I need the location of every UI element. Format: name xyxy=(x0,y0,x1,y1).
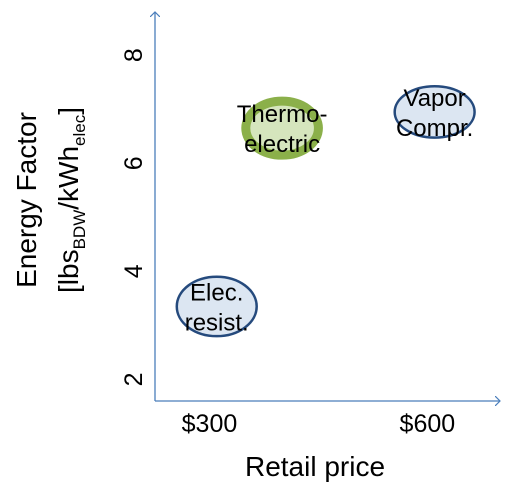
y-axis-unit: [lbsBDW/kWhelec] xyxy=(53,107,89,293)
data-point-label: resist. xyxy=(185,309,249,336)
data-point-label: Elec. xyxy=(190,279,243,306)
data-point: Vapor Compr. xyxy=(393,85,476,142)
data-point-label: Compr. xyxy=(396,115,473,142)
data-point: Thermo-electric xyxy=(237,96,328,160)
y-tick-label: 2 xyxy=(120,372,148,386)
data-points: Thermo-electric Vapor Compr. Elec. resist. xyxy=(175,85,476,338)
data-point-ellipse xyxy=(393,85,476,139)
x-axis-title: Retail price xyxy=(245,451,385,482)
x-tick-labels: $300 $600 xyxy=(182,410,456,438)
y-tick-label: 8 xyxy=(120,48,148,62)
y-tick-labels: 2 4 6 8 xyxy=(120,48,148,386)
data-point-label: Vapor xyxy=(403,85,465,112)
y-tick-label: 4 xyxy=(120,264,148,278)
x-tick-label: $300 xyxy=(182,410,238,438)
data-point: Elec. resist. xyxy=(175,275,258,338)
x-tick-label: $600 xyxy=(400,410,456,438)
data-point-label: Thermo- xyxy=(237,101,328,128)
data-point-label: electric xyxy=(244,131,320,158)
y-unit-open: [lbs xyxy=(53,249,84,293)
y-unit-sub2: elec xyxy=(70,114,89,146)
y-unit-sub1: BDW xyxy=(70,210,89,250)
y-axis-title: Energy Factor xyxy=(11,112,42,288)
data-point-ellipse xyxy=(175,275,258,338)
y-tick-label: 6 xyxy=(120,156,148,170)
data-point-ellipse xyxy=(241,96,323,160)
y-unit-close: ] xyxy=(53,107,84,115)
y-unit-mid: /kWh xyxy=(53,146,84,210)
